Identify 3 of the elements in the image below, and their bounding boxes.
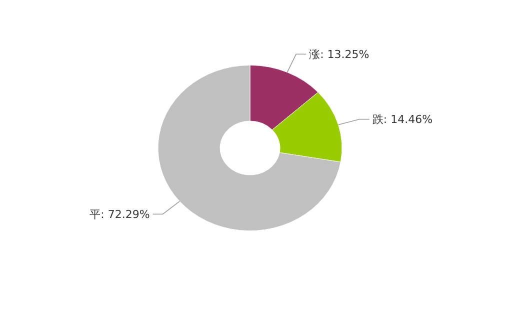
slice-label: 涨: 13.25%: [309, 48, 370, 62]
slice-label: 平: 72.29%: [90, 208, 150, 221]
slice-label: 跌: 14.46%: [372, 113, 433, 126]
